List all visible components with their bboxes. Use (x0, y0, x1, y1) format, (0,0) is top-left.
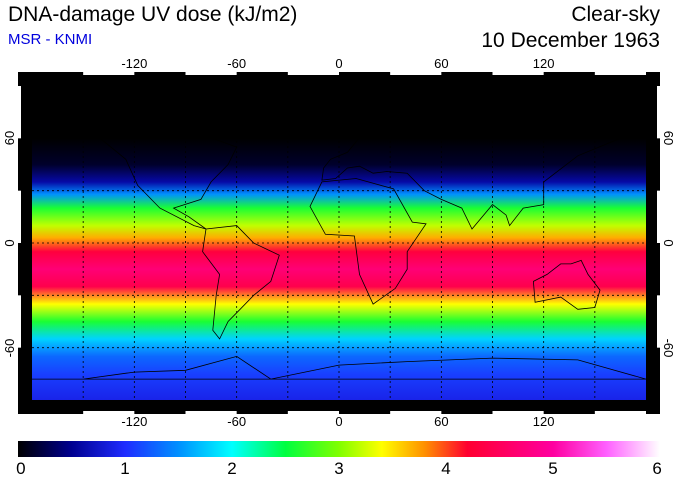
source-label: MSR - KNMI (8, 31, 93, 48)
longitude-label-bottom: -60 (227, 414, 247, 429)
longitude-label-top: 0 (335, 56, 343, 71)
longitude-label-top: -120 (121, 56, 148, 71)
color-scale-tick-label: 5 (548, 459, 558, 478)
color-scale-gradient (18, 441, 660, 457)
frame-tick (18, 86, 21, 139)
latitude-label-left: 60 (2, 131, 17, 146)
frame-tick (185, 411, 237, 414)
date-label: 10 December 1963 (481, 29, 660, 52)
frame-tick (185, 72, 237, 75)
map-title: DNA-damage UV dose (kJ/m2) (8, 3, 298, 26)
coastline (51, 116, 238, 230)
longitude-label-bottom: -120 (121, 414, 148, 429)
frame-tick (594, 72, 646, 75)
color-scale-tick-label: 3 (334, 459, 344, 478)
frame-tick (492, 72, 544, 75)
sky-condition-label: Clear-sky (571, 3, 660, 26)
frame-tick (18, 295, 21, 348)
frame-tick (83, 411, 135, 414)
frame-tick (492, 411, 544, 414)
coastline (32, 355, 647, 380)
uv-dose-map (18, 72, 660, 414)
color-scale-tick-label: 4 (441, 459, 451, 478)
color-scale-tick-label: 2 (227, 459, 237, 478)
frame-tick (657, 86, 660, 139)
frame-tick (83, 72, 135, 75)
frame-tick (594, 411, 646, 414)
frame-tick (390, 72, 442, 75)
longitude-label-top: 60 (434, 56, 449, 71)
latitude-label-right: 0 (661, 239, 676, 247)
coastline (309, 178, 427, 305)
longitude-label-top: 120 (532, 56, 555, 71)
color-scale-tick-label: 1 (120, 459, 130, 478)
frame-tick (287, 72, 339, 75)
frame-tick (390, 411, 442, 414)
latitude-label-right: -60 (661, 338, 676, 358)
longitude-label-bottom: 120 (532, 414, 555, 429)
frame-tick (18, 190, 21, 243)
color-scale-tick-label: 0 (16, 459, 26, 478)
frame-tick (657, 190, 660, 243)
color-scale-tick-label: 6 (652, 459, 662, 478)
coastline (532, 259, 601, 310)
longitude-label-bottom: 0 (335, 414, 343, 429)
color-scale-labels: 0 1 2 3 4 5 6 (16, 459, 662, 479)
frame-tick (657, 295, 660, 348)
longitude-label-bottom: 60 (434, 414, 449, 429)
coastline (202, 225, 280, 340)
latitude-label-left: -60 (2, 338, 17, 358)
latitude-label-left: 0 (2, 239, 17, 247)
coastline (321, 109, 648, 230)
frame-tick (287, 411, 339, 414)
color-scale-bar (18, 441, 660, 457)
latitude-label-right: 60 (661, 131, 676, 146)
longitude-label-top: -60 (227, 56, 247, 71)
